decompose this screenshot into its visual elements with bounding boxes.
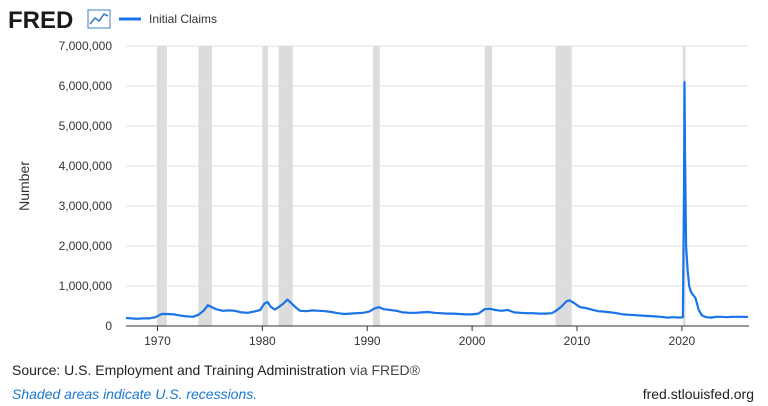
y-tick-label-0: 0	[105, 319, 112, 333]
recession-note: Shaded areas indicate U.S. recessions.	[12, 386, 258, 402]
y-tick-label-1: 1,000,000	[59, 279, 113, 293]
y-gridlines	[126, 45, 749, 287]
recession-band-1	[198, 46, 213, 326]
series-line-0	[125, 80, 749, 320]
source-line: Source: U.S. Employment and Training Adm…	[12, 362, 420, 378]
recession-band-3	[278, 46, 293, 326]
fred-chart: FRED Initial Claims Number 0 1,000,000 2,0…	[8, 7, 749, 348]
series-line	[125, 80, 749, 320]
y-axis-label: Number	[16, 161, 32, 211]
y-tick-label-5: 5,000,000	[59, 119, 113, 133]
legend-label: Initial Claims	[149, 12, 217, 26]
recession-band-4	[372, 46, 380, 326]
y-tick-labels: 0 1,000,000 2,000,000 3,000,000 4,000,000 5,0…	[59, 39, 113, 333]
source-via: via FRED®	[349, 362, 420, 378]
legend: Initial Claims	[119, 12, 217, 26]
recession-band-6	[555, 46, 572, 326]
x-tick-label-4: 2010	[564, 334, 591, 348]
x-tick-labels: 1970 1980 1990 2000 2010 2020	[144, 326, 696, 348]
source-text: Source: U.S. Employment and Training Adm…	[12, 362, 346, 378]
x-tick-label-1: 1980	[249, 334, 276, 348]
site-url[interactable]: fred.stlouisfed.org	[642, 386, 754, 402]
recession-bands	[156, 46, 686, 326]
recession-band-5	[484, 46, 493, 326]
recession-band-0	[156, 46, 167, 326]
y-tick-label-4: 4,000,000	[59, 159, 113, 173]
x-tick-label-2: 1990	[354, 334, 381, 348]
y-tick-label-2: 2,000,000	[59, 239, 113, 253]
fred-logo: FRED	[8, 7, 73, 34]
y-tick-label-3: 3,000,000	[59, 199, 113, 213]
x-tick-label-3: 2000	[459, 334, 486, 348]
x-tick-label-5: 2020	[669, 334, 696, 348]
y-tick-label-6: 6,000,000	[59, 79, 113, 93]
line-chart-icon	[87, 9, 111, 29]
x-tick-label-0: 1970	[144, 334, 171, 348]
y-tick-label-7: 7,000,000	[59, 39, 113, 53]
recession-band-2	[262, 46, 269, 326]
